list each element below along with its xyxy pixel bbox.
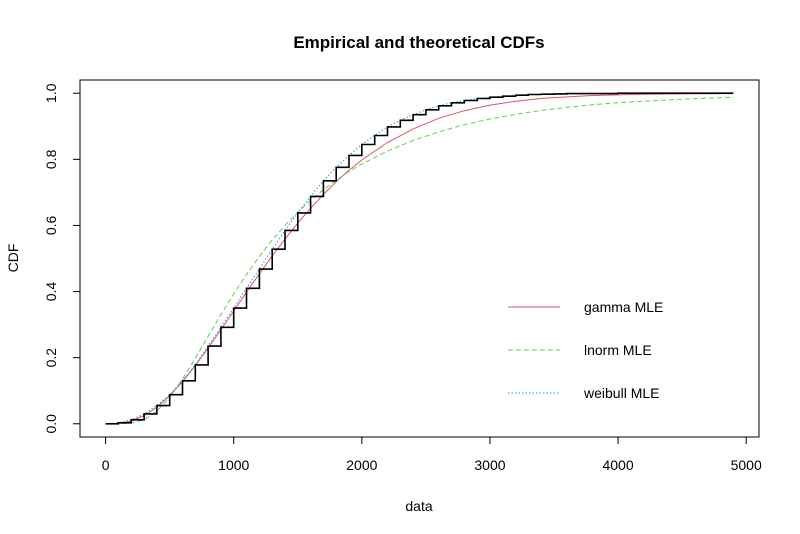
y-tick-label: 1.0	[43, 83, 59, 103]
empirical-cdf-step	[105, 92, 734, 425]
plot-series	[105, 92, 734, 425]
legend-label: lnorm MLE	[584, 342, 652, 358]
y-tick-label: 0.0	[43, 414, 59, 434]
lnorm-mle-curve	[105, 96, 734, 425]
y-tick-label: 0.8	[43, 149, 59, 169]
y-tick-label: 0.2	[43, 348, 59, 368]
y-axis: 0.0 0.2 0.4 0.6 0.8 1.0	[43, 83, 81, 434]
x-tick-label: 4000	[602, 457, 633, 473]
y-axis-label: CDF	[5, 244, 21, 273]
chart-title: Empirical and theoretical CDFs	[293, 33, 544, 52]
x-tick-label: 0	[102, 457, 110, 473]
legend-label: weibull MLE	[583, 385, 659, 401]
x-tick-label: 2000	[346, 457, 377, 473]
x-tick-label: 5000	[731, 457, 762, 473]
x-tick-label: 1000	[218, 457, 249, 473]
y-tick-label: 0.6	[43, 216, 59, 236]
x-axis-label: data	[405, 498, 432, 514]
x-axis: 0 1000 2000 3000 4000 5000	[102, 436, 762, 473]
legend-label: gamma MLE	[584, 299, 663, 315]
legend: gamma MLE lnorm MLE weibull MLE	[508, 299, 663, 401]
weibull-mle-curve	[105, 92, 734, 425]
gamma-mle-curve	[105, 93, 734, 425]
y-tick-label: 0.4	[43, 282, 59, 302]
x-tick-label: 3000	[474, 457, 505, 473]
